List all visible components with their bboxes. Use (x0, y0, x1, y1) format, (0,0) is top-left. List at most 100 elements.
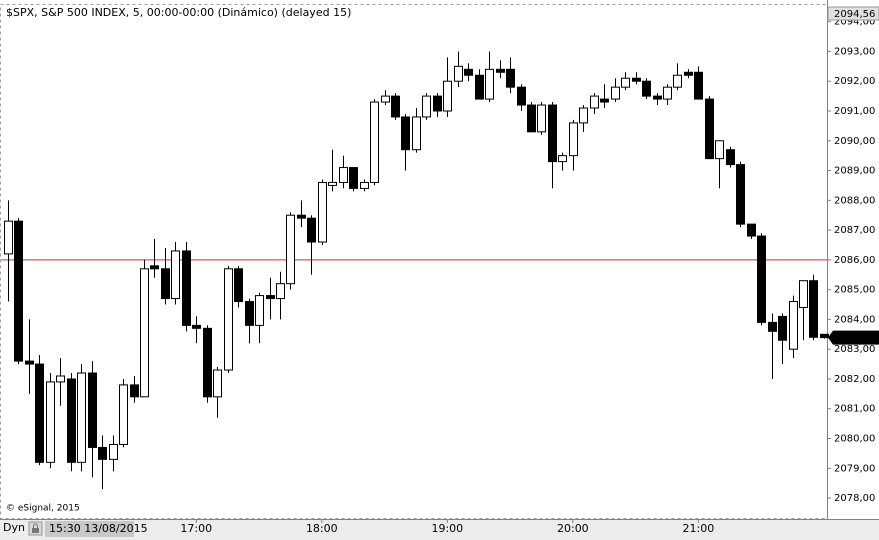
y-tick-label: 2087,00 (834, 225, 875, 236)
candle-body (485, 68, 494, 100)
candle-body (548, 104, 557, 163)
candle-body (349, 167, 358, 189)
candle-body (579, 107, 588, 124)
candle-body (88, 372, 97, 448)
y-tick-label: 2086,00 (834, 255, 875, 266)
candle-body (517, 86, 526, 106)
candle-body (56, 375, 65, 383)
candle-body (130, 384, 139, 398)
candle-body (558, 155, 567, 163)
y-tick-label: 2093,00 (834, 46, 875, 57)
candle-body (757, 235, 766, 323)
x-tick-label: 19:00 (431, 522, 463, 535)
candle-body (370, 101, 379, 183)
candle-body (391, 95, 400, 118)
top-label: 2094,56 (834, 9, 875, 20)
candle-body (694, 71, 703, 100)
candle-body (286, 214, 295, 285)
candle-body (276, 283, 285, 300)
y-tick-label: 2079,00 (834, 463, 875, 474)
candle-body (705, 98, 714, 160)
candle-body (747, 223, 756, 237)
candle-body (77, 372, 86, 463)
x-tick-label: 17:00 (180, 522, 212, 535)
y-tick-label: 2082,00 (834, 374, 875, 385)
time-bar (0, 519, 879, 540)
y-tick-label: 2080,00 (834, 434, 875, 445)
y-tick-label: 2090,00 (834, 136, 875, 147)
mode-label[interactable]: Dyn (3, 521, 25, 534)
last-price-label: 2083,39 (835, 333, 876, 344)
start-label: 15:30 13/08/2015 (49, 522, 148, 535)
candle-body (506, 68, 515, 88)
candle-body (443, 80, 452, 112)
candle-body (820, 333, 829, 339)
candle-body (67, 378, 76, 463)
chart-title: $SPX, S&P 500 INDEX, 5, 00:00-00:00 (Din… (6, 6, 351, 19)
candle-body (360, 181, 369, 189)
candle-body (318, 181, 327, 243)
x-tick-label: 21:00 (683, 522, 715, 535)
candle-body (98, 446, 107, 460)
x-tick-label: 18:00 (306, 522, 338, 535)
candle-body (161, 268, 170, 300)
candle-body (234, 268, 243, 303)
candle-body (255, 295, 264, 326)
candle-body (454, 65, 463, 82)
candle-body (663, 86, 672, 100)
candle-body (569, 122, 578, 157)
candle-body (171, 250, 180, 300)
candle-body (789, 301, 798, 350)
candle-body (726, 149, 735, 166)
y-tick-label: 2083,00 (834, 344, 875, 355)
candle-body (611, 86, 620, 100)
y-tick-label: 2089,00 (834, 166, 875, 177)
candle-body (778, 315, 787, 341)
candle-body (464, 68, 473, 76)
candle-body (182, 250, 191, 326)
candle-body (412, 116, 421, 151)
candle-body (109, 443, 118, 460)
candle-body (150, 265, 159, 270)
lock-icon[interactable] (28, 521, 43, 536)
y-tick-label: 2081,00 (834, 404, 875, 415)
y-tick-label: 2078,00 (834, 493, 875, 504)
candle-body (537, 104, 546, 133)
candle-body (213, 369, 222, 398)
candle-body (297, 214, 306, 219)
candle-body (496, 68, 505, 73)
candle-body (119, 384, 128, 445)
candle-body (642, 80, 651, 97)
top-label-box (827, 6, 879, 21)
last-price-marker (828, 330, 879, 345)
y-tick-label: 2094,00 (834, 17, 875, 28)
candle-body (46, 381, 55, 463)
candle-body (684, 71, 693, 76)
candle-body (401, 116, 410, 151)
candle-body (245, 301, 254, 326)
candle-body (527, 104, 536, 133)
x-tick-label: 20:00 (557, 522, 589, 535)
candle-body (307, 217, 316, 243)
candle-body (140, 268, 149, 398)
start-label-box (45, 521, 134, 537)
candle-body (715, 140, 724, 160)
candle-body (768, 321, 777, 332)
candle-body (192, 324, 201, 329)
candle-body (809, 280, 818, 338)
candle-body (653, 95, 662, 100)
candle-body (422, 95, 431, 118)
plot-frame (0, 4, 828, 519)
candle-body (224, 268, 233, 371)
y-tick-label: 2085,00 (834, 285, 875, 296)
candle-body (339, 167, 348, 183)
candle-body (632, 77, 641, 82)
candle-body (475, 74, 484, 100)
y-tick-label: 2088,00 (834, 195, 875, 206)
credit: © eSignal, 2015 (6, 504, 80, 514)
candle-body (433, 95, 442, 112)
candle-body (14, 220, 23, 362)
y-tick-label: 2091,00 (834, 106, 875, 117)
